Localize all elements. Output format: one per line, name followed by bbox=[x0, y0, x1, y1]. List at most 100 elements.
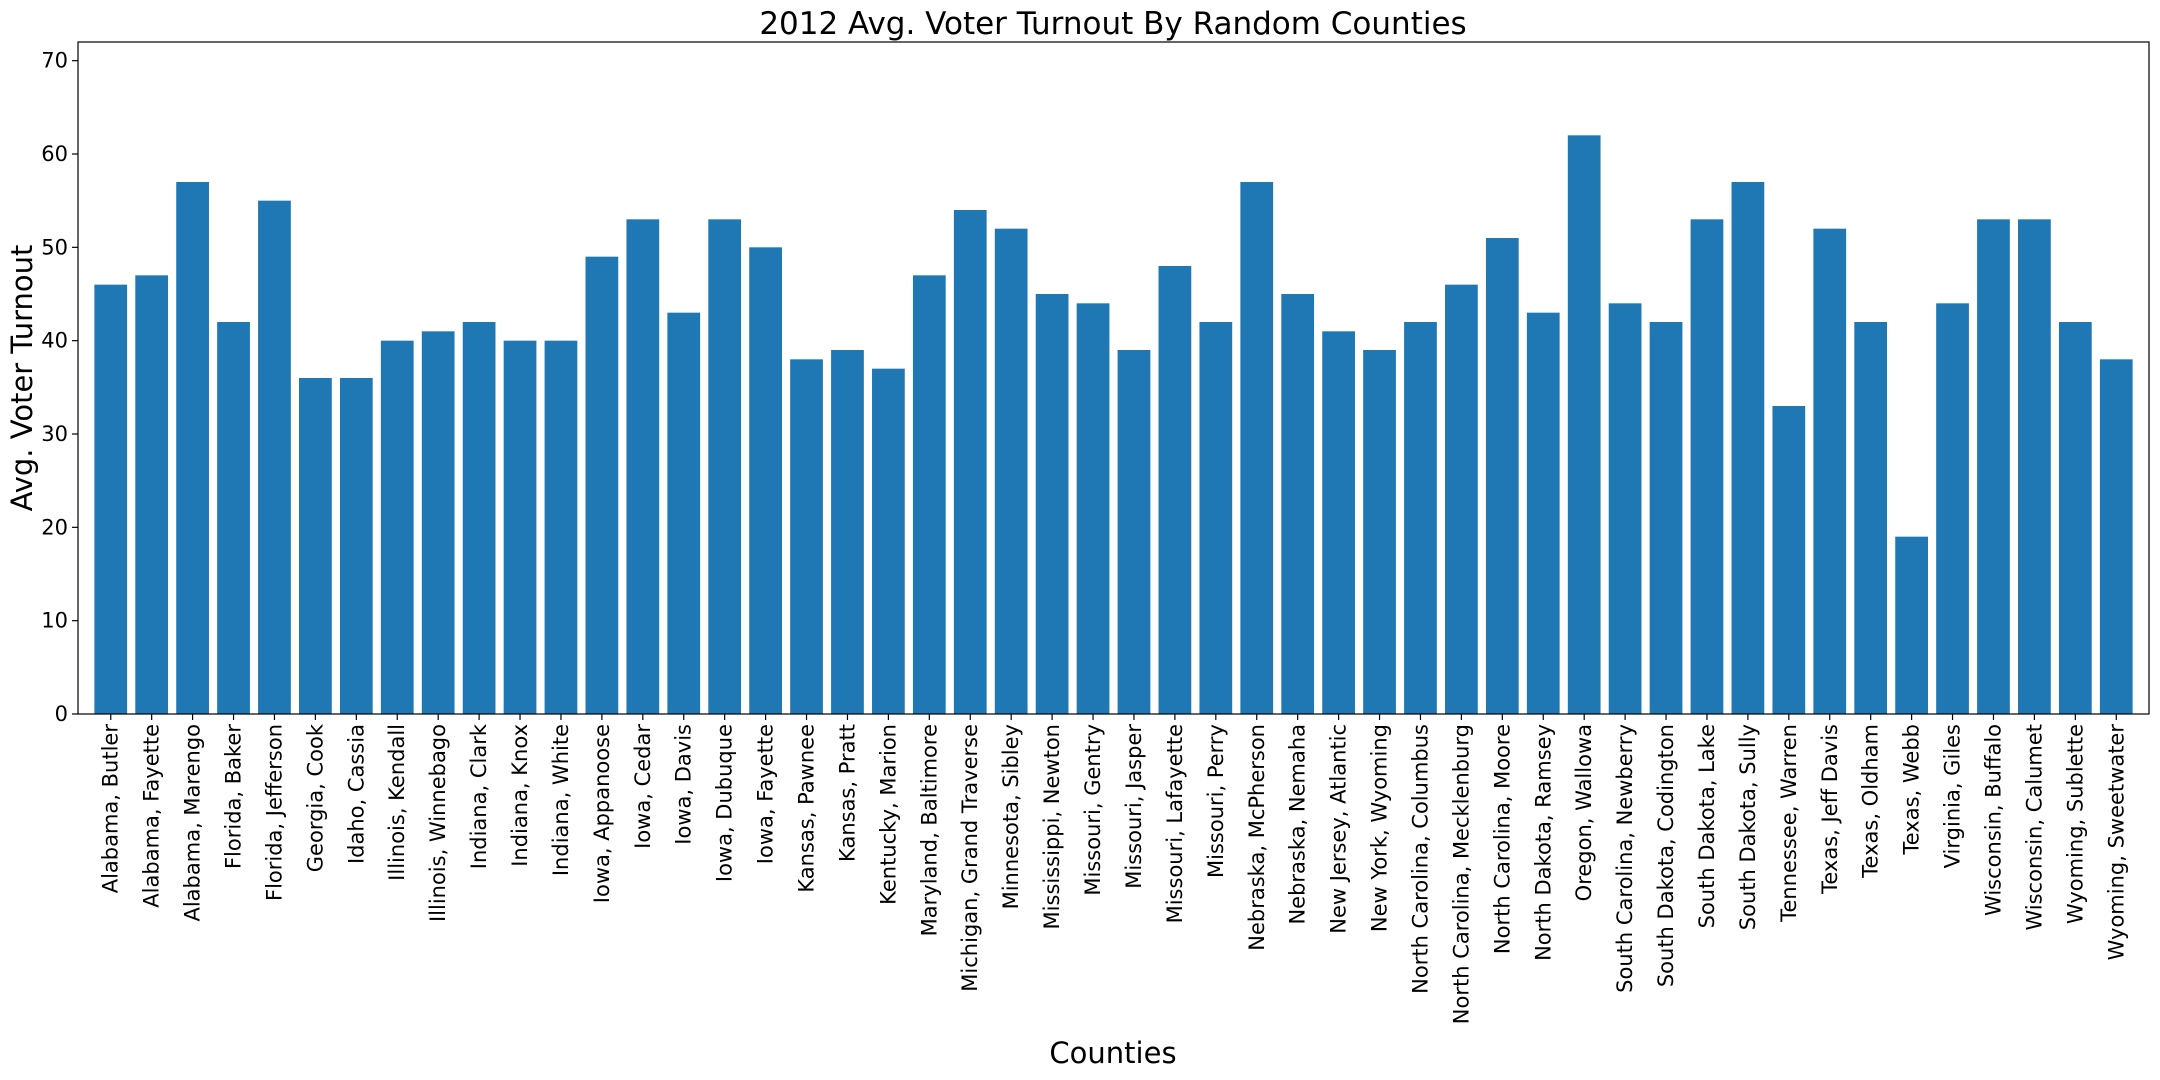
x-tick-label: Tennessee, Warren bbox=[1777, 724, 1801, 923]
bar bbox=[1445, 284, 1478, 714]
x-tick-label: Florida, Jefferson bbox=[262, 724, 286, 901]
plot-frame bbox=[77, 41, 2150, 715]
bar bbox=[1485, 238, 1519, 714]
x-tick-label: Missouri, Lafayette bbox=[1163, 724, 1187, 923]
x-tick-label: Indiana, Knox bbox=[508, 724, 532, 867]
y-tick-label: 30 bbox=[41, 422, 68, 446]
x-axis-label: Counties bbox=[1049, 1036, 1176, 1070]
x-tick-label: Wyoming, Sweetwater bbox=[2104, 724, 2128, 961]
y-tick-label: 20 bbox=[41, 515, 68, 539]
bar bbox=[1322, 331, 1355, 714]
x-tick-label: Iowa, Dubuque bbox=[713, 724, 737, 882]
x-tick-label: South Dakota, Codington bbox=[1654, 724, 1678, 987]
x-tick-label: Indiana, Clark bbox=[467, 723, 491, 869]
bar bbox=[1977, 219, 2010, 715]
bar bbox=[1117, 350, 1151, 714]
x-tick-label: North Carolina, Mecklenburg bbox=[1449, 724, 1473, 1024]
bar bbox=[2018, 219, 2051, 715]
x-tick-label: Oregon, Wallowa bbox=[1572, 724, 1596, 901]
x-tick-label: Iowa, Davis bbox=[672, 724, 696, 845]
x-tick-label: South Carolina, Newberry bbox=[1613, 724, 1637, 993]
x-tick-label: Alabama, Marengo bbox=[181, 724, 205, 922]
bar bbox=[1690, 219, 1724, 715]
x-tick-label: North Dakota, Ramsey bbox=[1531, 724, 1555, 961]
x-tick-label: Georgia, Cook bbox=[303, 723, 327, 872]
x-tick-label: Alabama, Butler bbox=[99, 724, 123, 894]
bar bbox=[1281, 294, 1315, 714]
y-tick-label: 40 bbox=[41, 329, 68, 353]
x-tick-label: Kentucky, Marion bbox=[876, 724, 900, 905]
bar bbox=[1076, 303, 1110, 714]
bar bbox=[1772, 406, 1806, 714]
x-tick-label: Missouri, Jasper bbox=[1122, 724, 1146, 889]
x-tick-label: Missouri, Perry bbox=[1204, 724, 1228, 878]
bar bbox=[994, 228, 1028, 714]
x-tick-label: Illinois, Winnebago bbox=[426, 724, 450, 922]
bar bbox=[1526, 312, 1560, 714]
bar bbox=[1649, 322, 1683, 714]
bar bbox=[1363, 350, 1396, 714]
x-tick-label: Texas, Oldham bbox=[1859, 724, 1883, 879]
x-tick-label: South Dakota, Sully bbox=[1736, 724, 1760, 930]
x-tick-label: Kansas, Pratt bbox=[835, 724, 859, 862]
bar bbox=[749, 247, 782, 715]
bar bbox=[1813, 228, 1847, 714]
x-tick-label: North Carolina, Moore bbox=[1490, 724, 1514, 954]
y-tick-label: 70 bbox=[41, 49, 68, 73]
bar bbox=[380, 340, 414, 714]
x-tick-label: Kansas, Pawnee bbox=[795, 724, 819, 893]
x-tick-label: Florida, Baker bbox=[222, 724, 246, 869]
bar bbox=[1895, 536, 1928, 714]
x-tick-label: Wisconsin, Calumet bbox=[2022, 724, 2046, 931]
x-tick-label: South Dakota, Lake bbox=[1695, 724, 1719, 928]
x-tick-label: Texas, Webb bbox=[1900, 724, 1924, 856]
x-tick-label: Nebraska, McPherson bbox=[1245, 724, 1269, 951]
bar bbox=[1035, 294, 1069, 714]
bar bbox=[217, 322, 250, 714]
x-tick-label: Iowa, Appanoose bbox=[590, 724, 614, 903]
x-tick-label: Illinois, Kendall bbox=[385, 724, 409, 881]
x-tick-label: Nebraska, Nemaha bbox=[1286, 724, 1310, 925]
bar bbox=[1158, 266, 1192, 714]
bar bbox=[2058, 322, 2092, 714]
bar bbox=[1567, 135, 1601, 715]
bar bbox=[1240, 182, 1274, 714]
x-tick-label: New Jersey, Atlantic bbox=[1327, 724, 1351, 934]
y-axis: 0 10 20 30 40 50 60 70 bbox=[41, 49, 78, 726]
x-axis: Alabama, Butler Alabama, Fayette Alabama, … bbox=[99, 714, 2128, 1024]
x-tick-label: Iowa, Fayette bbox=[754, 724, 778, 864]
bar bbox=[708, 219, 742, 715]
bar bbox=[953, 210, 987, 714]
bar bbox=[421, 331, 455, 714]
bar bbox=[339, 378, 373, 714]
x-tick-label: Mississippi, Newton bbox=[1040, 724, 1064, 929]
bar bbox=[1199, 322, 1233, 714]
bar bbox=[1854, 322, 1888, 714]
bar bbox=[1731, 182, 1765, 714]
bar bbox=[299, 378, 332, 714]
x-tick-label: Texas, Jeff Davis bbox=[1818, 724, 1842, 895]
x-tick-label: New York, Wyoming bbox=[1368, 724, 1392, 932]
bars-group bbox=[94, 135, 2133, 715]
x-tick-label: Maryland, Baltimore bbox=[917, 724, 941, 936]
x-tick-label: Idaho, Cassia bbox=[344, 724, 368, 864]
x-tick-label: Missouri, Gentry bbox=[1081, 724, 1105, 896]
x-tick-label: Wisconsin, Buffalo bbox=[1981, 724, 2005, 916]
bar bbox=[462, 322, 496, 714]
x-tick-label: Michigan, Grand Traverse bbox=[958, 724, 982, 992]
bar bbox=[1936, 303, 1969, 714]
bar bbox=[872, 368, 905, 714]
bar bbox=[258, 200, 291, 714]
x-tick-label: Wyoming, Sublette bbox=[2063, 724, 2087, 924]
bar bbox=[2099, 359, 2133, 714]
x-tick-label: North Carolina, Columbus bbox=[1408, 724, 1432, 994]
bar bbox=[790, 359, 823, 714]
bar bbox=[544, 340, 578, 714]
bar bbox=[503, 340, 537, 714]
y-tick-label: 60 bbox=[41, 142, 68, 166]
y-tick-label: 0 bbox=[55, 702, 68, 726]
bar bbox=[1404, 322, 1437, 714]
bar bbox=[176, 182, 209, 714]
x-tick-label: Alabama, Fayette bbox=[140, 724, 164, 908]
